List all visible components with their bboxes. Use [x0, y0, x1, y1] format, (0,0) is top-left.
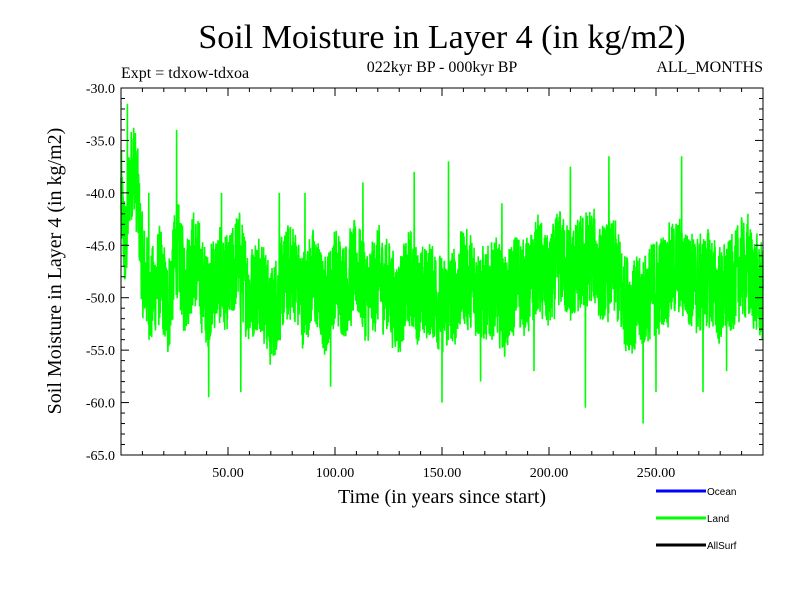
y-tick-label: -30.0: [86, 82, 115, 97]
x-tick-label: 100.00: [316, 466, 355, 481]
x-tick-label: 200.00: [530, 466, 569, 481]
experiment-label: Expt = tdxow-tdxoa: [121, 65, 249, 82]
x-axis-label: Time (in years since start): [338, 486, 546, 508]
chart-title: Soil Moisture in Layer 4 (in kg/m2): [198, 19, 685, 56]
series-line-land: [120, 103, 764, 424]
x-tick-label: 250.00: [637, 466, 676, 481]
y-tick-label: -65.0: [86, 449, 115, 464]
legend: Ocean Land AllSurf: [656, 487, 737, 552]
y-tick-label: -50.0: [86, 292, 115, 307]
x-tick-label: 50.00: [212, 466, 244, 481]
x-tick-label: 150.00: [423, 466, 462, 481]
legend-label-land: Land: [707, 514, 729, 525]
y-tick-label: -35.0: [86, 134, 115, 149]
y-tick-label: -60.0: [86, 397, 115, 412]
plot-area: [120, 103, 764, 424]
legend-label-allsurf: AllSurf: [707, 541, 737, 552]
y-tick-label: -55.0: [86, 344, 115, 359]
y-axis-label: Soil Moisture in Layer 4 (in kg/m2): [44, 128, 66, 415]
y-tick-label: -40.0: [86, 187, 115, 202]
legend-label-ocean: Ocean: [707, 487, 736, 498]
y-tick-label: -45.0: [86, 239, 115, 254]
months-label: ALL_MONTHS: [656, 59, 763, 76]
period-label: 022kyr BP - 000kyr BP: [367, 59, 518, 76]
